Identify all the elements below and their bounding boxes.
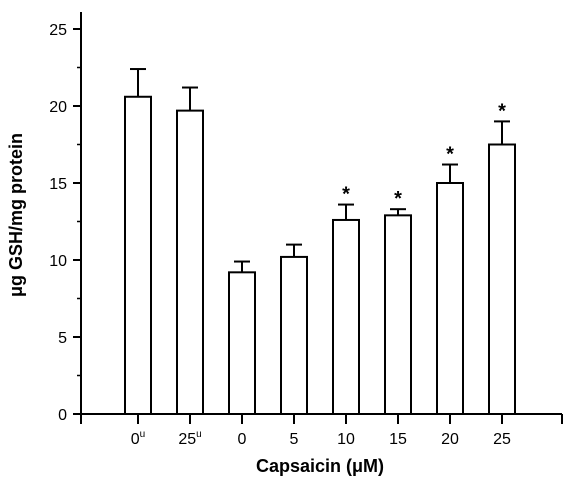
y-tick-label: 15	[49, 176, 67, 193]
x-tick-label: 0	[238, 431, 247, 448]
x-tick-label: 20	[441, 431, 459, 448]
y-tick-label: 5	[58, 330, 67, 347]
x-tick-label: 10	[337, 431, 355, 448]
bar	[384, 214, 412, 415]
significance-marker: *	[498, 100, 506, 122]
x-tick-label: 0u	[131, 429, 145, 448]
x-tick-label: 25u	[178, 429, 201, 448]
bar	[228, 271, 256, 415]
x-tick-label: 5	[290, 431, 299, 448]
significance-marker: *	[342, 184, 350, 206]
y-tick-label: 25	[49, 22, 67, 39]
x-tick-label: 15	[389, 431, 407, 448]
x-axis: 0u 25u 0 5 10 15 20 25	[80, 413, 563, 448]
x-tick-label: 25	[493, 431, 511, 448]
significance-marker: *	[394, 188, 402, 210]
significance-marker: *	[446, 144, 454, 166]
x-tick-superscript: u	[196, 429, 202, 440]
y-tick-label: 20	[49, 99, 67, 116]
y-axis-title: μg GSH/mg protein	[6, 133, 26, 297]
y-tick-label: 10	[49, 253, 67, 270]
y-tick-label: 0	[58, 407, 67, 424]
bar	[124, 95, 152, 415]
bar	[488, 143, 516, 415]
x-axis-title: Capsaicin (μM)	[256, 456, 384, 476]
bar	[332, 218, 360, 415]
y-axis: 0 5 10 15 20 25	[49, 12, 82, 424]
bar	[436, 182, 464, 415]
bar	[176, 109, 204, 416]
bar	[280, 255, 308, 416]
x-tick-superscript: u	[140, 429, 146, 440]
bars: * * * *	[124, 68, 516, 416]
